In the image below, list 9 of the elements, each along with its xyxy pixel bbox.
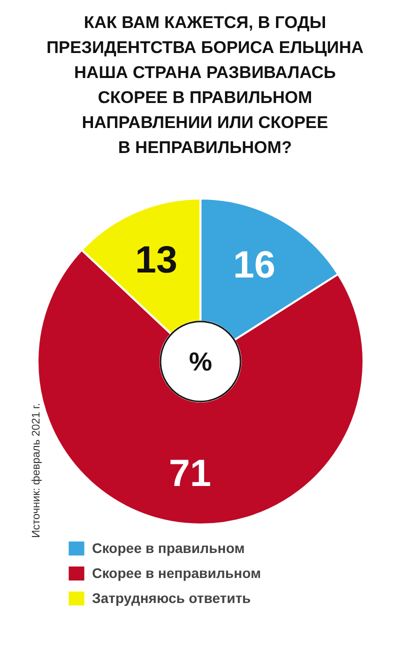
- chart-title: КАК ВАМ КАЖЕТСЯ, В ГОДЫ ПРЕЗИДЕНТСТВА БОРИСА ЕЛЬЦИНА НАША СТРАНА РАЗВИВАЛАСЬ СКОРЕЕ В ПРАВИЛЬНОМ НАПРАВЛЕНИИ ИЛИ СКОРЕЕ В НЕПРАВИЛЬНОМ?: [46, 13, 364, 157]
- data-label: 13: [135, 240, 178, 282]
- legend-label: Скорее в правильном: [92, 540, 245, 556]
- legend-label: Скорее в неправильном: [92, 565, 261, 581]
- text: Источник: февраль 2021 г.: [30, 403, 42, 538]
- legend-label: Затрудняюсь ответить: [92, 590, 251, 606]
- data-label: 71: [168, 453, 212, 496]
- data-label: 16: [233, 244, 276, 286]
- text: %: [188, 346, 212, 376]
